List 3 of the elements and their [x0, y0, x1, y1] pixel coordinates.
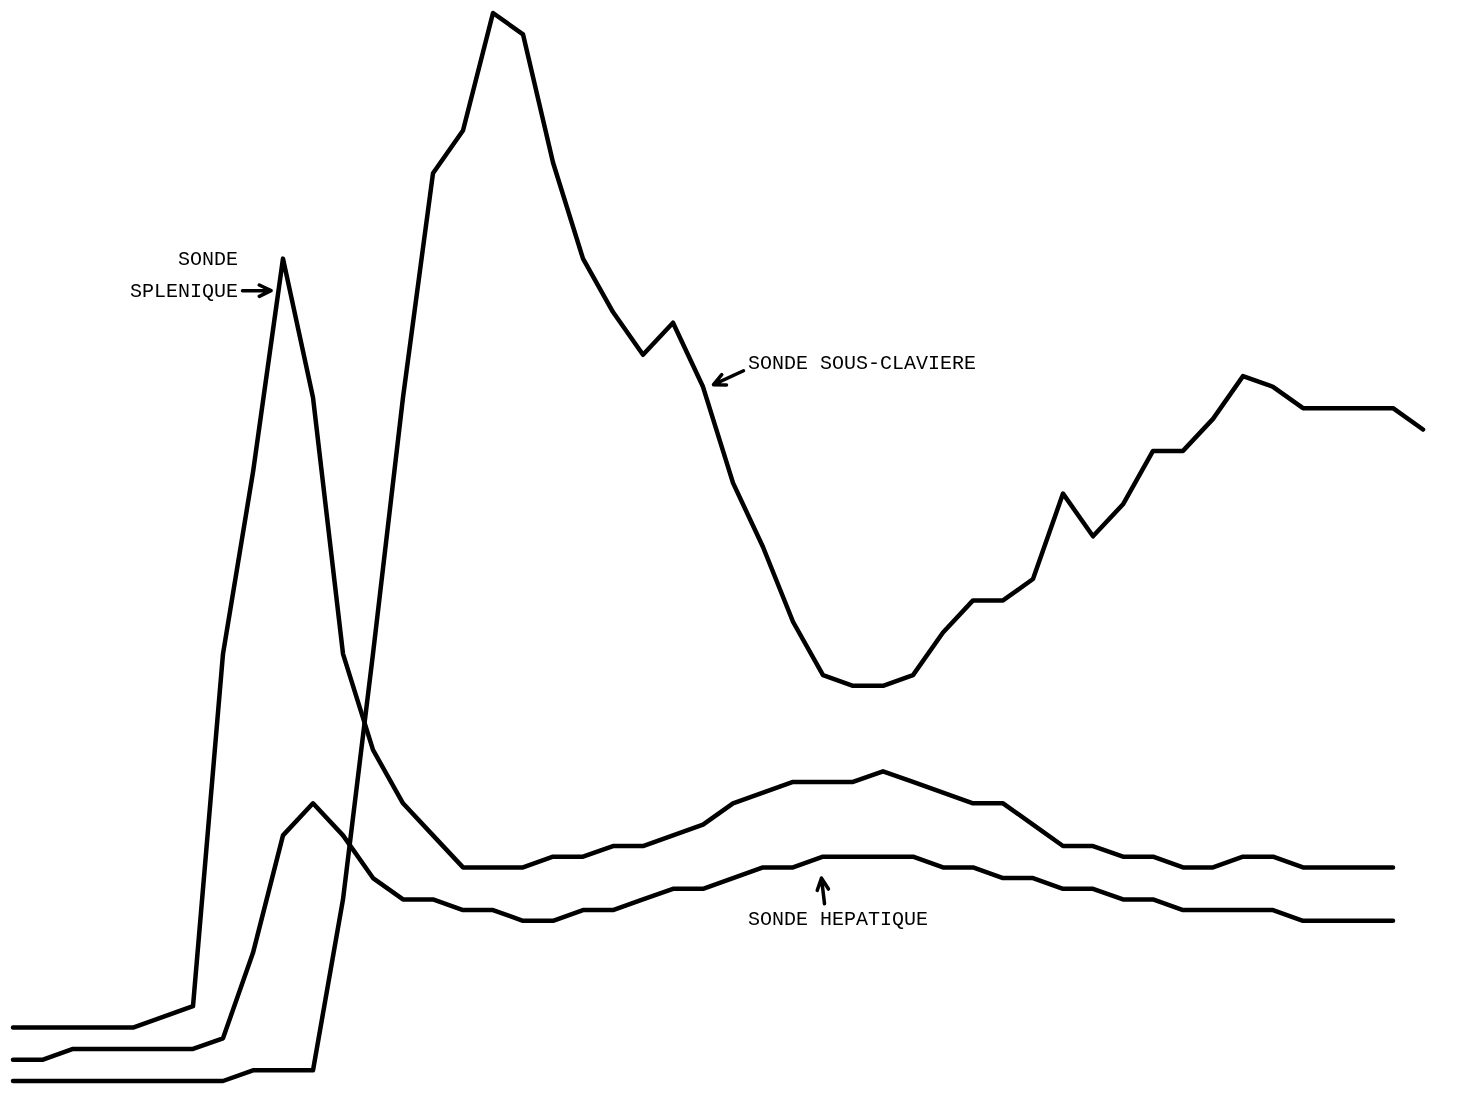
legend-label: SONDE HEPATIQUE — [748, 907, 929, 931]
text: SONDE SOUS-CLAVIERE — [748, 352, 977, 376]
series-label: SONDE SPLENIQUE — [129, 247, 238, 303]
